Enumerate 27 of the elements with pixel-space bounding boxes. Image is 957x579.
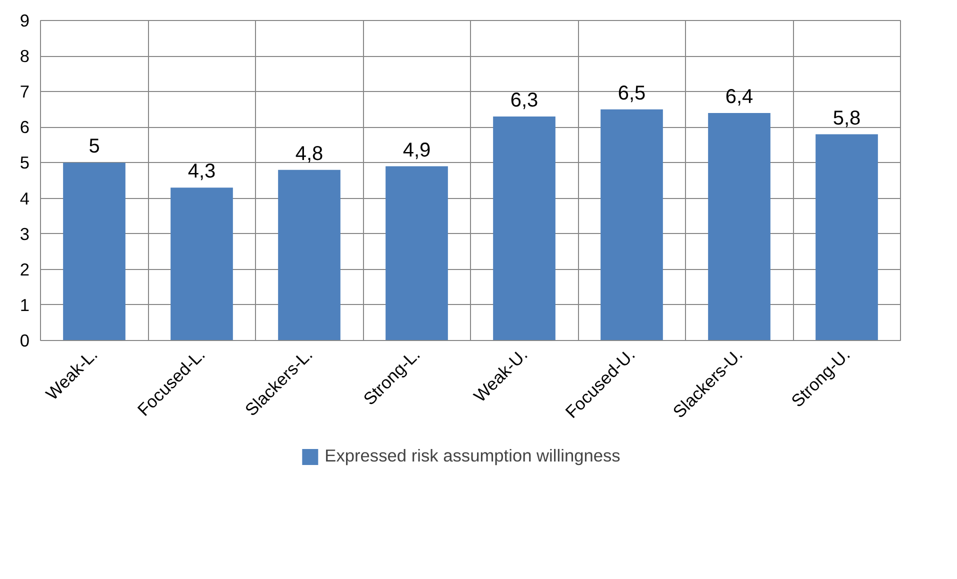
y-tick-label: 6 xyxy=(20,117,30,138)
data-label: 5 xyxy=(88,136,100,158)
y-tick-label: 2 xyxy=(20,259,30,280)
legend-label: Expressed risk assumption willingness xyxy=(324,446,620,466)
y-tick-label: 3 xyxy=(20,224,30,244)
y-tick-label: 9 xyxy=(20,10,30,30)
y-tick-label: 8 xyxy=(20,46,30,66)
bar xyxy=(63,162,126,340)
y-tick-label: 4 xyxy=(20,188,30,208)
data-label: 4,8 xyxy=(295,142,324,165)
y-tick-label: 0 xyxy=(20,330,30,350)
data-label: 6,5 xyxy=(618,82,646,104)
data-label: 4,3 xyxy=(188,160,216,183)
data-label: 4,9 xyxy=(402,139,431,162)
bar xyxy=(600,109,663,340)
bar xyxy=(816,134,878,340)
bar xyxy=(708,112,770,340)
bar xyxy=(493,116,556,340)
y-tick-label: 5 xyxy=(20,152,30,173)
y-tick-label: 1 xyxy=(20,294,30,315)
bar xyxy=(278,170,340,340)
data-label: 5,8 xyxy=(832,107,861,130)
bar xyxy=(170,188,233,340)
data-label: 6,3 xyxy=(510,90,538,112)
bar xyxy=(386,166,448,340)
data-label: 6,4 xyxy=(725,86,754,108)
y-tick-label: 7 xyxy=(20,82,30,102)
